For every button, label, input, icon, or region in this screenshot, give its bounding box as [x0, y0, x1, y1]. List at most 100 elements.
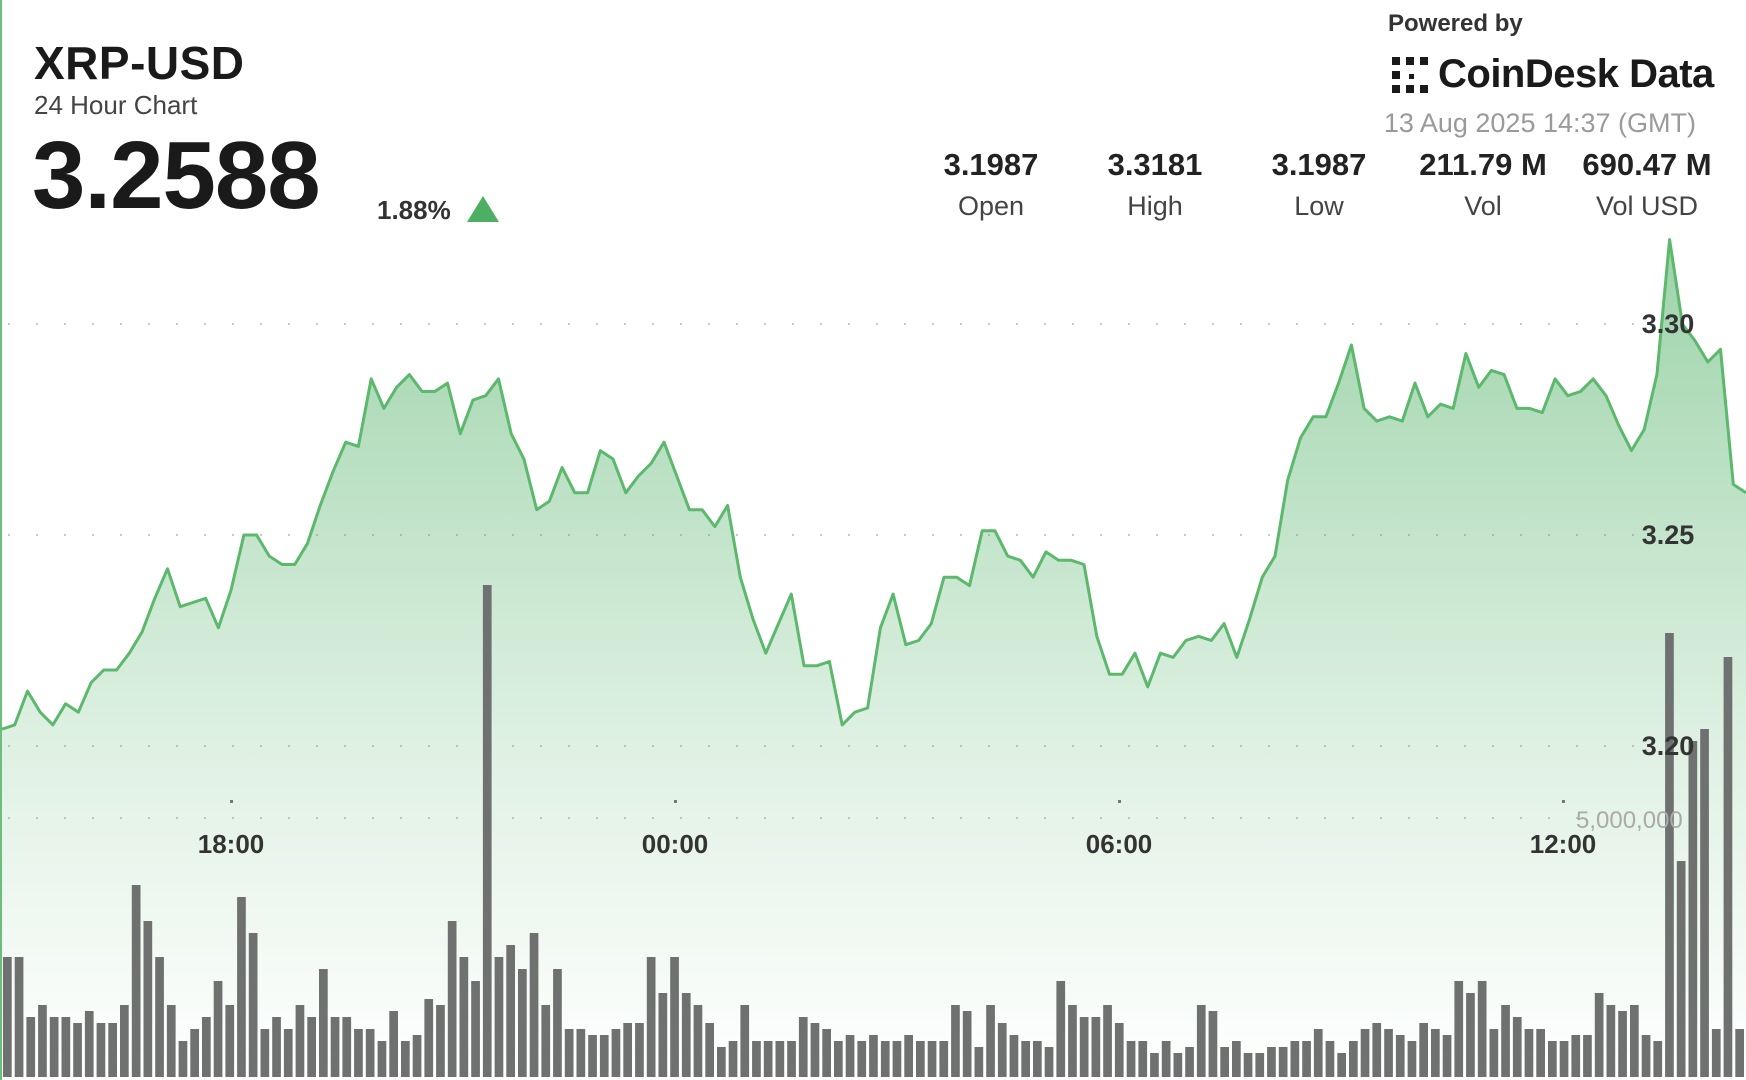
x-tick-label: 06:00 [1086, 829, 1153, 859]
volume-tick-label: 5,000,000 [1576, 807, 1683, 834]
volume-bar [611, 1029, 621, 1077]
brand-logo-link[interactable]: CoinDesk Data [1390, 52, 1714, 97]
x-tick-mark [230, 800, 233, 803]
volume-bar [1313, 1029, 1323, 1077]
volume-bar [38, 1005, 47, 1077]
volume-bar [155, 957, 164, 1077]
current-price: 3.2588 [32, 122, 321, 229]
volume-bar [84, 1011, 94, 1077]
volume-bar [166, 1005, 176, 1077]
volume-bar [1407, 1041, 1417, 1077]
volume-bar [810, 1023, 820, 1077]
chart-subtitle: 24 Hour Chart [34, 90, 198, 120]
volume-bar [49, 1017, 59, 1077]
volume-bar [623, 1023, 632, 1077]
x-tick-mark [1562, 800, 1565, 803]
volume-bar [728, 1041, 738, 1077]
volume-bar [1442, 1035, 1452, 1077]
volume-bar [670, 957, 679, 1077]
volume-bar [588, 1035, 597, 1077]
stat-open-label: Open [957, 191, 1025, 221]
volume-bar [459, 957, 469, 1077]
volume-bar [869, 1035, 878, 1077]
volume-bar [717, 1047, 726, 1077]
volume-bar [635, 1023, 644, 1077]
volume-bar [834, 1041, 843, 1077]
volume-bar [342, 1017, 352, 1077]
volume-bar [1208, 1011, 1218, 1077]
volume-bar [1196, 1005, 1206, 1077]
volume-bar [576, 1029, 586, 1077]
powered-by-label: Powered by [1388, 10, 1523, 37]
volume-bar [1711, 1029, 1721, 1077]
volume-bar [213, 981, 223, 1077]
volume-bar [1466, 993, 1475, 1077]
volume-bar [1419, 1023, 1428, 1077]
volume-bar [658, 993, 668, 1077]
volume-bar [436, 1005, 445, 1077]
volume-bar [787, 1041, 796, 1077]
volume-bar [1395, 1035, 1405, 1077]
stat-open: 3.1987 Open [916, 147, 1066, 222]
price-line [1, 238, 1746, 731]
stat-open-value: 3.1987 [943, 147, 1039, 182]
volume-bar [1489, 1029, 1499, 1077]
volume-bar [1278, 1047, 1288, 1077]
volume-bar [939, 1041, 949, 1077]
volume-bar [1618, 1011, 1627, 1077]
volume-bar [1653, 1041, 1663, 1077]
volume-bar [365, 1029, 375, 1077]
volume-bar [1302, 1041, 1311, 1077]
volume-bar [1630, 1005, 1639, 1077]
volume-bar [143, 921, 153, 1077]
volume-bar [1735, 1029, 1744, 1077]
volume-bar [916, 1041, 925, 1077]
volume-bar [1161, 1041, 1171, 1077]
volume-bar [1173, 1053, 1183, 1077]
volume-bar [178, 1041, 188, 1077]
volume-bar [564, 1029, 574, 1077]
brand-name: CoinDesk Data [1438, 52, 1714, 96]
volume-bar [997, 1023, 1007, 1077]
volume-bar [1267, 1047, 1276, 1077]
x-tick-label: 12:00 [1530, 829, 1597, 859]
volume-bar [412, 1035, 422, 1077]
volume-bar [14, 957, 24, 1077]
volume-bar [248, 933, 258, 1077]
volume-bar [1033, 1041, 1042, 1077]
volume-bar [3, 957, 12, 1077]
volume-bar [389, 1011, 398, 1077]
volume-bar [1079, 1017, 1089, 1077]
x-tick-mark [1118, 800, 1121, 803]
volume-bar [927, 1041, 937, 1077]
volume-bar [518, 969, 527, 1077]
volume-bar [1454, 981, 1464, 1077]
volume-bar [1068, 1005, 1077, 1077]
volume-bar [1021, 1041, 1030, 1077]
volume-bar [401, 1041, 410, 1077]
volume-bar [354, 1029, 363, 1077]
volume-bar [1360, 1029, 1370, 1077]
ticker-symbol: XRP-USD [34, 37, 245, 89]
volume-bar [1559, 1041, 1569, 1077]
volume-bar [1114, 1023, 1124, 1077]
volume-bar [681, 993, 691, 1077]
stat-vol: 211.79 M Vol [1408, 147, 1558, 222]
volume-bar [319, 969, 328, 1077]
volume-bar [1185, 1047, 1194, 1077]
volume-bar [1606, 1005, 1616, 1077]
volume-bar [1056, 981, 1066, 1077]
volume-bar [1571, 1035, 1581, 1077]
volume-bar [962, 1011, 972, 1077]
volume-bar [1290, 1041, 1300, 1077]
volume-bar [1583, 1035, 1592, 1077]
timestamp: 13 Aug 2025 14:37 (GMT) [1383, 108, 1696, 138]
volume-bar [260, 1029, 270, 1077]
volume-bar [1138, 1041, 1148, 1077]
volume-bar [108, 1023, 117, 1077]
price-change-percent: 1.88% [377, 195, 451, 225]
volume-bar [494, 957, 504, 1077]
volume-bar [120, 1005, 129, 1077]
volume-bar [1524, 1029, 1534, 1077]
volume-bar [599, 1035, 609, 1077]
